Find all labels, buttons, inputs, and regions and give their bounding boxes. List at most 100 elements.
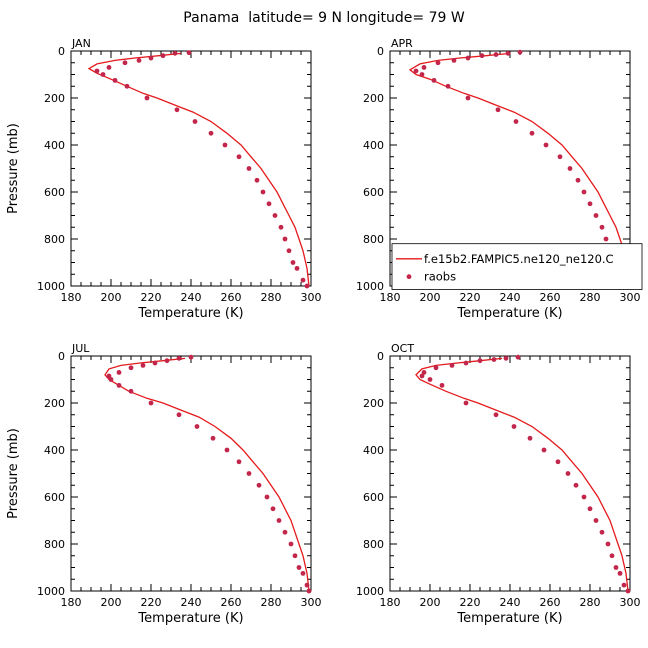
raobs-point [575, 177, 581, 183]
x-tick-label: 300 [620, 596, 641, 609]
y-tick-label: 1000 [37, 280, 65, 293]
x-tick-label: 260 [221, 291, 242, 304]
raobs-point [513, 119, 519, 124]
raobs-point [266, 201, 272, 207]
raobs-point [495, 107, 501, 113]
raobs-point [433, 365, 439, 371]
y-tick-label: 1000 [37, 585, 65, 598]
y-tick-label: 200 [363, 397, 384, 410]
raobs-point [413, 68, 419, 74]
raobs-point [581, 189, 587, 195]
x-axis-label: Temperature (K) [456, 306, 562, 321]
figure-title: Panama latitude= 9 N longitude= 79 W [183, 10, 465, 26]
raobs-point [621, 582, 627, 588]
raobs-point [567, 166, 573, 171]
raobs-point [465, 55, 471, 61]
y-tick-label: 0 [58, 350, 65, 363]
raobs-point [164, 358, 170, 364]
raobs-point [176, 355, 182, 361]
panel-jan: JAN 180 200 220 240 260 280 300 0 200 400 600 800 100… [6, 37, 322, 321]
raobs-point [625, 588, 631, 594]
x-tick-label: 260 [221, 596, 242, 609]
raobs-point [236, 154, 242, 160]
raobs-point [296, 565, 302, 570]
raobs-point [419, 373, 425, 379]
raobs-point [144, 95, 150, 101]
raobs-point [286, 248, 292, 254]
raobs-point [136, 58, 142, 63]
raobs-point [288, 541, 294, 547]
panel-title: OCT [391, 342, 414, 355]
y-tick-label: 800 [44, 538, 65, 551]
raobs-point [573, 482, 579, 488]
x-tick-label: 280 [580, 596, 601, 609]
raobs-point [304, 582, 310, 588]
raobs-point [511, 424, 517, 429]
raobs-point [435, 60, 441, 66]
raobs-point [122, 60, 128, 66]
plot-frame [70, 355, 312, 592]
y-axis-label: Pressure (mb) [6, 123, 21, 214]
raobs-point [160, 53, 166, 59]
raobs-point [290, 260, 296, 265]
raobs-point [176, 412, 182, 418]
raobs-point [599, 224, 605, 230]
model-series-line [415, 357, 629, 592]
x-tick-label: 300 [301, 291, 322, 304]
raobs-point [256, 482, 262, 488]
raobs-point [116, 382, 122, 388]
raobs-point [208, 130, 214, 136]
panel-title: JAN [71, 37, 91, 50]
raobs-point [587, 506, 593, 512]
x-tick-label: 300 [620, 291, 641, 304]
x-tick-label: 240 [500, 291, 521, 304]
y-tick-label: 200 [44, 397, 65, 410]
model-series-line [104, 357, 310, 592]
raobs-point [112, 77, 118, 83]
raobs-point [124, 83, 130, 89]
panels: JAN 180 200 220 240 260 280 300 0 200 400 600 800 100… [6, 37, 643, 626]
raobs-point [529, 130, 535, 136]
plot-frame [389, 355, 631, 592]
x-tick-label: 220 [141, 596, 162, 609]
raobs-point [605, 541, 611, 547]
x-tick-label: 180 [380, 596, 401, 609]
model-series-line [87, 52, 310, 287]
panel-title: JUL [71, 342, 90, 355]
y-tick-label: 1000 [356, 585, 384, 598]
y-axis-label: Pressure (mb) [6, 428, 21, 519]
raobs-point [152, 360, 158, 366]
raobs-point [421, 370, 427, 375]
x-tick-label: 200 [420, 291, 441, 304]
raobs-point [555, 459, 561, 465]
raobs-point [505, 50, 511, 56]
raobs-point [254, 177, 260, 183]
raobs-point [449, 363, 455, 368]
raobs-point [294, 265, 300, 271]
raobs-point [172, 50, 178, 56]
legend-box [391, 243, 643, 290]
x-tick-label: 220 [460, 596, 481, 609]
raobs-point [439, 382, 445, 388]
raobs-point [527, 435, 533, 441]
raobs-point [515, 354, 521, 360]
raobs-point [300, 277, 306, 283]
y-tick-label: 400 [44, 139, 65, 152]
y-tick-label: 0 [377, 350, 384, 363]
plot-frame [70, 50, 312, 287]
raobs-point [272, 213, 278, 218]
raobs-point [128, 365, 134, 371]
raobs-point [593, 213, 599, 218]
x-axis-label: Temperature (K) [456, 611, 562, 626]
raobs-point [270, 506, 276, 512]
raobs-point [609, 553, 615, 559]
y-tick-label: 600 [44, 491, 65, 504]
x-tick-label: 220 [460, 291, 481, 304]
raobs-point [148, 55, 154, 61]
raobs-point [493, 412, 499, 418]
raobs-point [260, 189, 266, 195]
raobs-point [617, 570, 623, 576]
legend-point-swatch [406, 274, 412, 280]
panel-apr: APR 180 200 220 240 260 280 300 0 200 400 600 800 100… [356, 37, 643, 321]
